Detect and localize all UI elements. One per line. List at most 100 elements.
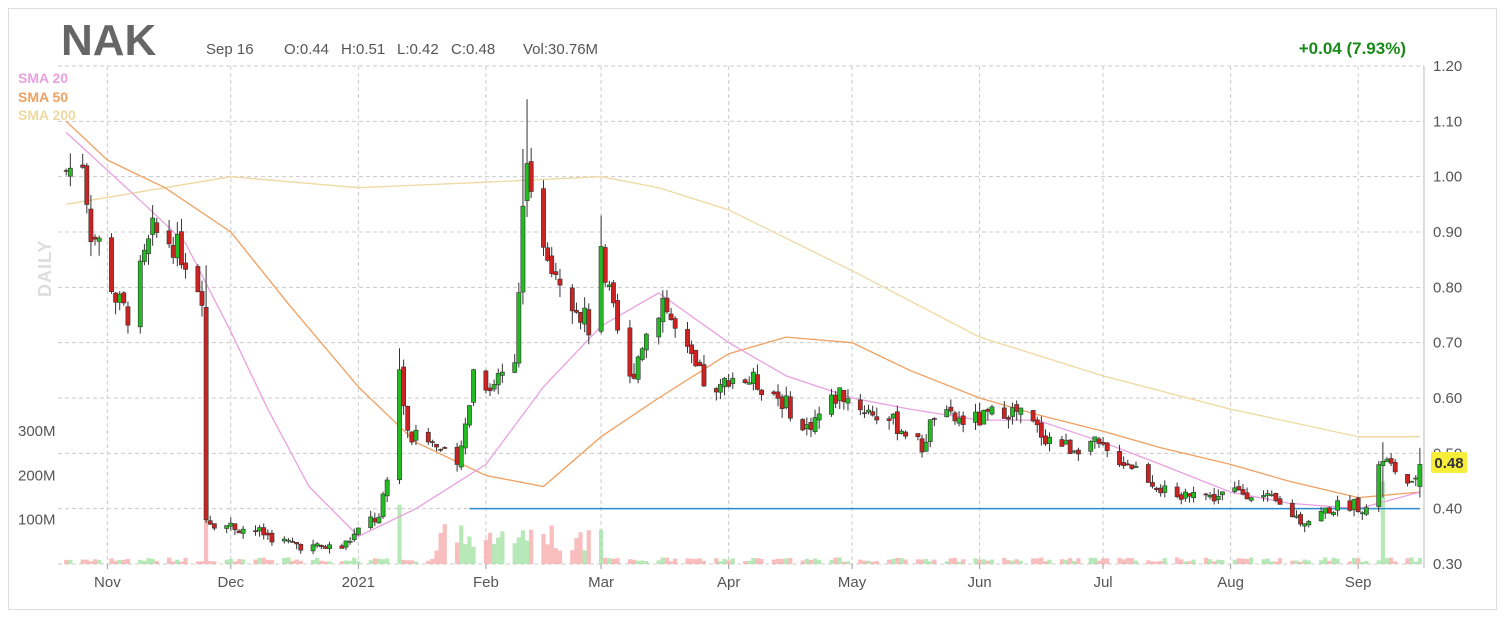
candle-body [1232,487,1238,492]
x-tick-label: Nov [94,574,121,591]
y-tick-label: 1.10 [1433,113,1462,130]
volume-bar [804,558,809,564]
volume-bar [1417,557,1422,564]
candle-body [960,415,966,425]
volume-bar [401,559,406,564]
candle-body [569,287,575,312]
candle-body [487,387,493,392]
volume-bar [1043,561,1048,564]
y-tick-label: 1.00 [1433,169,1462,186]
volume-bar [722,558,727,564]
candle-body [1413,477,1419,480]
volume-bar [1100,558,1106,564]
candle-body [1273,493,1279,501]
volume-bar [236,559,242,564]
volume-bar [952,557,958,564]
candle-body [816,413,822,421]
x-tick-label: Jul [1093,574,1112,591]
volume-bar [199,561,205,564]
y-axis-ticks: 1.201.101.000.900.800.700.600.500.400.30 [1433,58,1462,573]
volume-bar [68,559,73,564]
candle-body [574,310,579,313]
candle-body [1318,510,1324,522]
volume-bar [327,561,332,564]
candle-body [602,247,608,283]
volume-bar [1014,559,1019,564]
candle-body [1244,492,1250,500]
volume-bar [1356,558,1361,564]
candle-body [656,317,662,338]
candle-body [63,170,69,172]
candle-body [310,544,316,552]
volume-bar [932,559,937,564]
candle-body [627,327,633,377]
candle-body [948,406,954,412]
volume-bar [1207,559,1213,564]
candle-body [368,516,374,528]
volume-bar [1409,557,1414,564]
candle-body [174,234,180,259]
volume-bar [1162,558,1167,564]
candle-body [240,528,246,534]
ticker-symbol: NAK [61,16,157,65]
price-change: +0.04 (7.93%) [1299,39,1406,58]
candle-body [771,391,777,395]
volume-bar [380,559,386,564]
candle-body [1030,410,1036,422]
volume-tick-label: 200M [18,467,56,484]
volume-bar [1298,561,1303,564]
candle-body [787,396,793,419]
candle-body [257,527,263,532]
candle-body [1417,464,1423,487]
candle-body [1010,407,1015,417]
candle-body [862,412,867,415]
volume-bar [817,559,822,564]
volume-bar [685,558,690,564]
volume-bar [631,559,637,564]
candle-body [944,409,950,418]
candle-body [890,413,896,419]
volume-bar [463,544,468,564]
candle-body [829,394,834,415]
candle-body [1211,494,1217,502]
volume-bar [1203,557,1209,564]
candle-body [1075,449,1081,455]
volume-bar [228,558,233,564]
volume-bar [1035,558,1040,564]
candlesticks [63,99,1423,555]
candle-body [664,297,670,313]
candle-body [1145,464,1151,483]
volume-bar [837,557,842,564]
volume-bar [751,557,756,564]
candle-body [528,161,534,192]
volume-bar [833,557,838,564]
candle-body [866,409,871,413]
volume-bar [1249,557,1254,564]
volume-bar [944,561,949,564]
x-tick-label: Jun [968,574,992,591]
volume-bar [1076,558,1081,564]
volume-bar [1175,557,1180,564]
volume-bar [282,557,287,564]
candle-body [224,525,230,529]
volume-bar [467,536,472,564]
candle-body [67,167,73,177]
candle-body [726,380,732,387]
candle-body [442,447,448,449]
candle-body [236,530,242,534]
volume-bar [1121,559,1126,564]
volume-bar [1380,481,1385,564]
volume-bar [730,558,735,564]
candle-body [438,448,444,451]
candle-body [722,378,727,388]
candle-body [228,522,234,527]
candle-body [1219,491,1225,496]
x-tick-label: Aug [1217,574,1244,591]
volume-bar [319,560,324,564]
candle-body [598,246,604,332]
candle-body [833,394,839,404]
candle-body [1289,502,1295,517]
volume-bar [1405,558,1410,564]
candle-body [397,369,402,481]
volume-bar [372,558,377,564]
